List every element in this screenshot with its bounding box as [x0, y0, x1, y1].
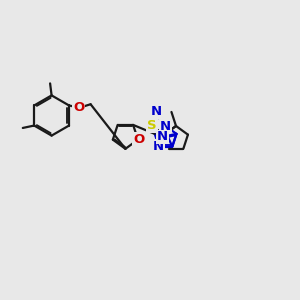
- Text: N: N: [153, 140, 164, 153]
- Text: O: O: [133, 133, 144, 146]
- Text: O: O: [73, 101, 84, 114]
- Text: N: N: [160, 119, 171, 133]
- Text: N: N: [151, 106, 162, 118]
- Text: S: S: [147, 119, 157, 133]
- Text: N: N: [157, 130, 168, 143]
